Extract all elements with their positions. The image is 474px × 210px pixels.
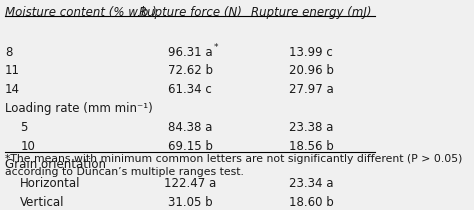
Text: 31.05 b: 31.05 b [168,196,212,209]
Text: 61.34 c: 61.34 c [168,83,212,96]
Text: 11: 11 [5,64,20,77]
Text: 23.38 a: 23.38 a [289,121,333,134]
Text: 10: 10 [20,140,35,152]
Text: 69.15 b: 69.15 b [168,140,212,152]
Text: Rupture energy (mJ): Rupture energy (mJ) [251,6,371,19]
Text: Rupture force (N): Rupture force (N) [139,6,242,19]
Text: 84.38 a: 84.38 a [168,121,212,134]
Text: *The means with minimum common letters are not significantly different (P > 0.05: *The means with minimum common letters a… [5,154,463,164]
Text: 27.97 a: 27.97 a [289,83,333,96]
Text: according to Duncan’s multiple ranges test.: according to Duncan’s multiple ranges te… [5,167,244,177]
Text: 5: 5 [20,121,27,134]
Text: 20.96 b: 20.96 b [289,64,333,77]
Text: 96.31 a: 96.31 a [168,46,212,59]
Text: 18.60 b: 18.60 b [289,196,333,209]
Text: Moisture content (% w.b.): Moisture content (% w.b.) [5,6,157,19]
Text: 8: 8 [5,46,12,59]
Text: 23.34 a: 23.34 a [289,177,333,190]
Text: Loading rate (mm min⁻¹): Loading rate (mm min⁻¹) [5,102,153,115]
Text: Grain orientation: Grain orientation [5,158,106,171]
Text: 72.62 b: 72.62 b [168,64,213,77]
Text: 14: 14 [5,83,20,96]
Text: Horizontal: Horizontal [20,177,81,190]
Text: 18.56 b: 18.56 b [289,140,333,152]
Text: Vertical: Vertical [20,196,65,209]
Text: 13.99 c: 13.99 c [289,46,333,59]
Text: *: * [214,43,218,52]
Text: 122.47 a: 122.47 a [164,177,216,190]
